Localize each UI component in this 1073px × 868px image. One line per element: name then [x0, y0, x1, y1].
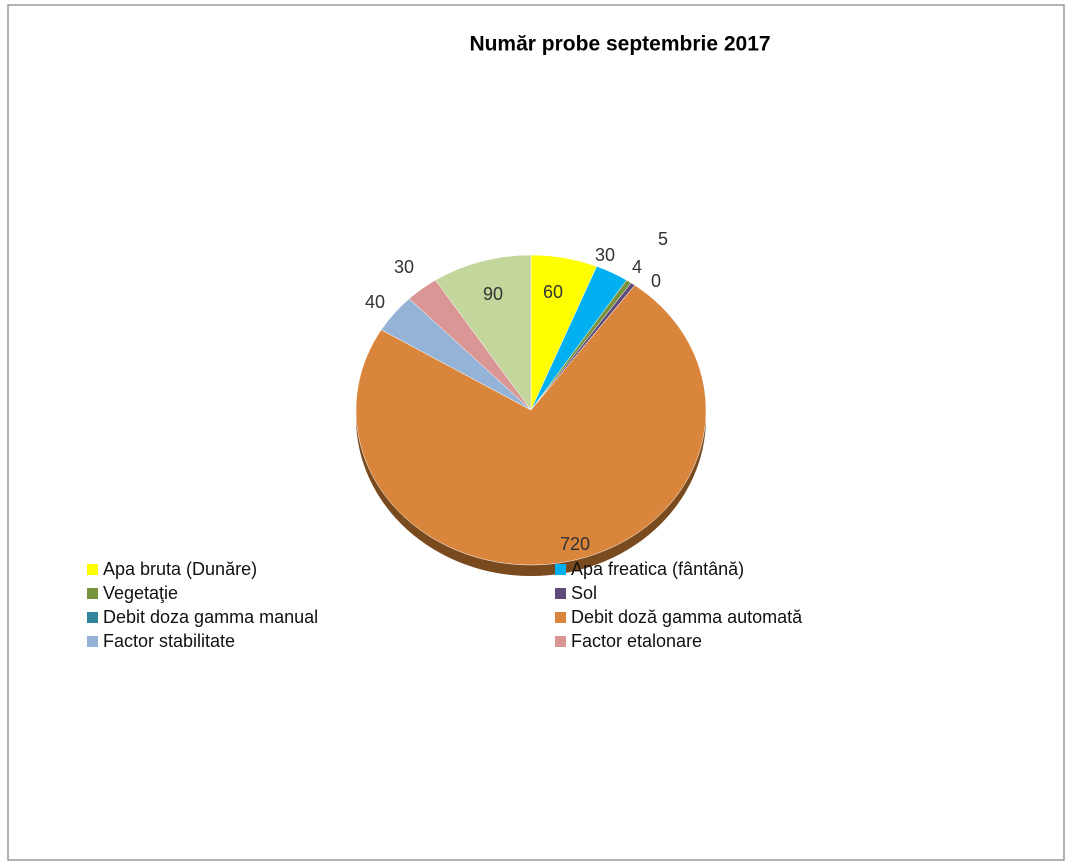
legend-label: Factor etalonare: [571, 631, 702, 651]
data-label: 0: [651, 271, 661, 291]
legend-label: Apa bruta (Dunăre): [103, 559, 257, 579]
data-label: 60: [543, 282, 563, 302]
data-label: 90: [483, 284, 503, 304]
legend-swatch: [555, 564, 566, 575]
legend-swatch: [555, 636, 566, 647]
data-label: 30: [394, 257, 414, 277]
data-label: 5: [658, 229, 668, 249]
legend-swatch: [87, 612, 98, 623]
legend-swatch: [555, 588, 566, 599]
legend-label: Factor stabilitate: [103, 631, 235, 651]
pie-slice: [355, 284, 707, 566]
legend-swatch: [87, 588, 98, 599]
data-label: 30: [595, 245, 615, 265]
legend-swatch: [87, 636, 98, 647]
legend-swatch: [87, 564, 98, 575]
legend-label: Sol: [571, 583, 597, 603]
legend-label: Vegetaţie: [103, 583, 178, 603]
data-label: 4: [632, 257, 642, 277]
legend-swatch: [555, 612, 566, 623]
chart-title: Număr probe septembrie 2017: [469, 33, 770, 56]
pie-slice: [435, 254, 532, 411]
data-label: 720: [560, 534, 590, 554]
legend-label: Apa freatica (fântână): [571, 559, 744, 579]
data-label: 40: [365, 292, 385, 312]
legend-label: Debit doza gamma manual: [103, 607, 318, 627]
legend-label: Debit doză gamma automată: [571, 607, 803, 627]
